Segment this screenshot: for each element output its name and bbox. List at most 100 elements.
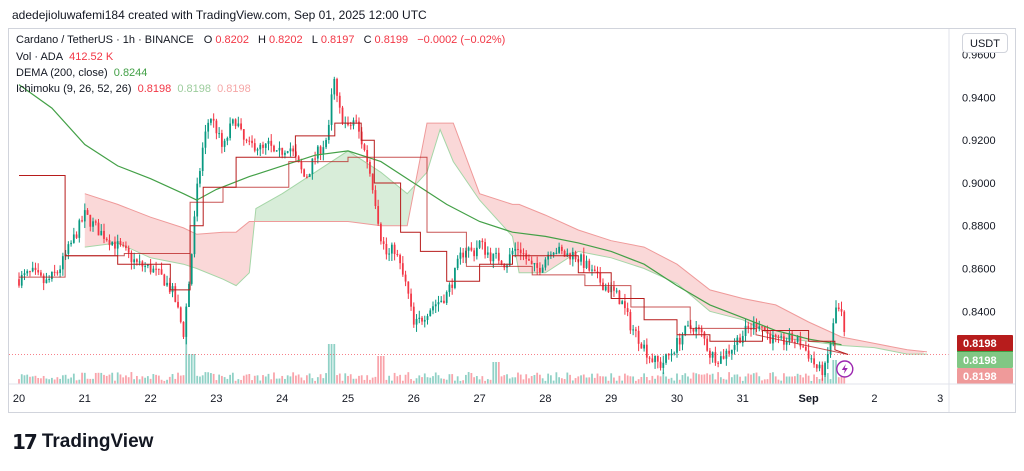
volume-bar bbox=[226, 378, 229, 384]
time-tick-label: 2 bbox=[871, 393, 877, 405]
volume-bar bbox=[714, 379, 717, 384]
volume-bar bbox=[667, 378, 670, 384]
legend-ichimoku-row: Ichimoku (9, 26, 52, 26) 0.8198 0.8198 0… bbox=[16, 83, 254, 95]
symbol-name[interactable]: Cardano / TetherUS · 1h · BINANCE bbox=[16, 34, 194, 46]
candle-body bbox=[29, 271, 31, 273]
candle-body bbox=[528, 258, 530, 261]
kijun-line bbox=[19, 156, 849, 355]
candle-body bbox=[333, 78, 336, 95]
volume-bar bbox=[281, 375, 284, 384]
volume-bar bbox=[648, 380, 651, 384]
senkou-span-b-line bbox=[84, 122, 928, 353]
candle-body bbox=[700, 329, 703, 333]
volume-bar bbox=[174, 378, 177, 384]
volume-bar bbox=[489, 379, 492, 384]
candle-body bbox=[193, 216, 196, 255]
volume-bar bbox=[769, 372, 772, 384]
time-tick-label: 22 bbox=[144, 393, 156, 405]
volume-bar bbox=[788, 376, 791, 384]
candle-body bbox=[810, 358, 813, 360]
candle-body bbox=[382, 241, 385, 244]
candle-body bbox=[541, 267, 544, 273]
volume-bar bbox=[772, 372, 774, 384]
volume-bar bbox=[618, 375, 621, 384]
volume-bar bbox=[692, 372, 695, 384]
volume-bar bbox=[829, 379, 832, 384]
volume-bar bbox=[530, 376, 533, 384]
volume-bar bbox=[48, 379, 51, 384]
candle-body bbox=[492, 253, 495, 262]
volume-bar bbox=[818, 379, 821, 384]
dema-label[interactable]: DEMA (200, close) bbox=[16, 67, 108, 79]
volume-bar bbox=[536, 372, 539, 384]
volume-bar bbox=[689, 378, 692, 384]
volume-label[interactable]: Vol · ADA bbox=[16, 51, 64, 63]
price-chart[interactable]: 0.96000.94000.92000.90000.88000.86000.84… bbox=[9, 29, 1015, 412]
volume-bar bbox=[580, 375, 582, 384]
candle-body bbox=[593, 269, 596, 272]
volume-bar bbox=[465, 374, 467, 384]
candle-body bbox=[462, 252, 465, 258]
volume-bar bbox=[599, 376, 602, 384]
volume-bar bbox=[577, 376, 580, 384]
candle-body bbox=[157, 268, 160, 270]
volume-bar bbox=[308, 373, 311, 384]
candle-body bbox=[689, 325, 692, 329]
candle-body bbox=[116, 241, 119, 249]
candle-body bbox=[670, 353, 673, 356]
volume-bar bbox=[237, 379, 240, 384]
candle-body bbox=[432, 306, 434, 311]
candle-body bbox=[245, 139, 248, 141]
volume-bar bbox=[415, 378, 418, 384]
volume-bar bbox=[517, 372, 519, 384]
volume-bar bbox=[97, 372, 100, 384]
volume-value: 412.52 K bbox=[69, 51, 114, 63]
volume-bar bbox=[522, 379, 525, 384]
volume-bar bbox=[566, 372, 569, 384]
candle-body bbox=[796, 336, 799, 343]
ichimoku-label[interactable]: Ichimoku (9, 26, 52, 26) bbox=[16, 83, 132, 95]
close-value: 0.8199 bbox=[374, 34, 409, 46]
volume-bar bbox=[297, 374, 300, 384]
volume-bar bbox=[220, 375, 223, 384]
candle-body bbox=[174, 286, 177, 302]
tradingview-logo[interactable]: 17 TradingView bbox=[12, 430, 153, 454]
volume-bar bbox=[399, 374, 401, 384]
candle-body bbox=[289, 148, 292, 152]
volume-bar bbox=[352, 378, 355, 384]
candle-body bbox=[651, 358, 654, 363]
candle-body bbox=[415, 318, 418, 325]
candle-body bbox=[122, 244, 125, 246]
candle-body bbox=[837, 307, 840, 310]
candle-body bbox=[81, 220, 83, 222]
volume-bar bbox=[500, 376, 503, 384]
candle-body bbox=[240, 123, 242, 130]
candle-body bbox=[591, 269, 593, 271]
candle-body bbox=[739, 337, 741, 343]
candle-body bbox=[100, 230, 103, 236]
volume-bar bbox=[333, 344, 336, 384]
volume-bar bbox=[188, 354, 190, 384]
candle-body bbox=[772, 335, 774, 344]
candle-body bbox=[34, 267, 37, 271]
open-label: O bbox=[203, 34, 213, 46]
candle-body bbox=[794, 341, 796, 343]
price-label-text: 0.8198 bbox=[963, 371, 997, 383]
volume-bar bbox=[604, 376, 607, 384]
volume-bar bbox=[821, 378, 824, 384]
candle-body bbox=[231, 119, 234, 124]
candle-body bbox=[539, 267, 541, 273]
volume-bar bbox=[377, 356, 380, 384]
volume-bar bbox=[171, 374, 174, 384]
candle-body bbox=[273, 145, 275, 152]
cloud-segment bbox=[417, 123, 924, 355]
candle-body bbox=[434, 304, 437, 307]
currency-button[interactable]: USDT bbox=[962, 33, 1008, 53]
volume-bar bbox=[311, 378, 314, 384]
lightning-bolt bbox=[841, 364, 848, 374]
volume-bar bbox=[796, 373, 799, 384]
chart-frame[interactable]: 0.9600 0.9400 0.9200 0.9000 0.8800 0.8600 0.84… bbox=[8, 28, 1016, 413]
volume-bar bbox=[75, 380, 78, 384]
volume-bar bbox=[613, 377, 615, 384]
volume-bar bbox=[783, 373, 785, 384]
